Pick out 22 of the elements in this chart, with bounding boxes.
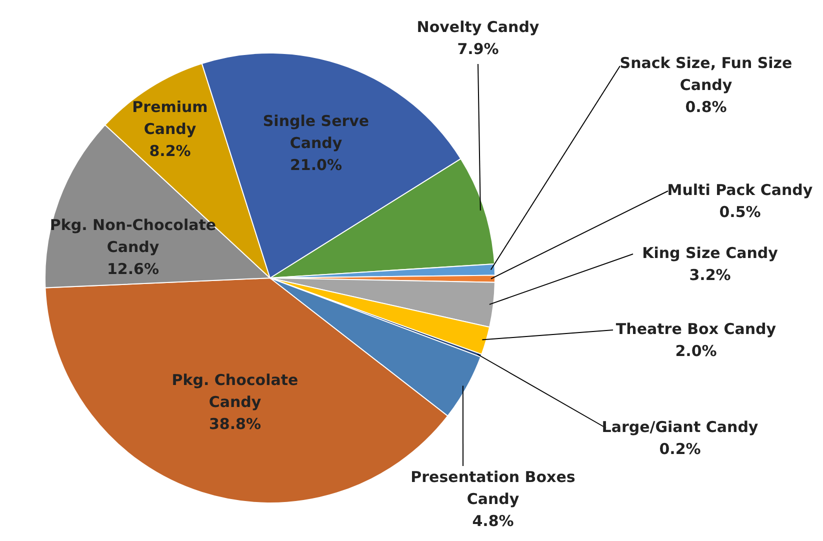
data-label: 3.2% — [689, 266, 731, 284]
data-label: 21.0% — [290, 156, 342, 174]
slice-label: King Size Candy — [642, 244, 778, 262]
slice-label: Novelty Candy — [416, 18, 540, 36]
data-label: 12.6% — [106, 260, 160, 278]
slice-label: Presentation Boxes Candy — [410, 468, 576, 508]
data-label: 0.5% — [719, 203, 761, 221]
slice-label: Large/Giant Candy — [602, 418, 758, 436]
slice-label: Single Serve Candy — [262, 112, 370, 152]
slice-label: Multi Pack Candy — [667, 181, 813, 199]
slice-label: Snack Size, Fun Size Candy — [620, 54, 792, 94]
slice-label: Theatre Box Candy — [616, 320, 776, 338]
data-label: 7.9% — [457, 40, 499, 58]
data-label: 4.8% — [472, 512, 514, 530]
data-label: 38.8% — [208, 415, 262, 433]
slice-label: Pkg. Chocolate Candy — [172, 371, 298, 411]
slice-label: Premium Candy — [132, 98, 208, 138]
slice-label: Pkg. Non-Chocolate Candy — [50, 216, 216, 256]
data-label: 0.2% — [659, 440, 701, 458]
data-label: 2.0% — [675, 342, 717, 360]
data-label: 8.2% — [149, 142, 191, 160]
data-label: 0.8% — [685, 98, 727, 116]
